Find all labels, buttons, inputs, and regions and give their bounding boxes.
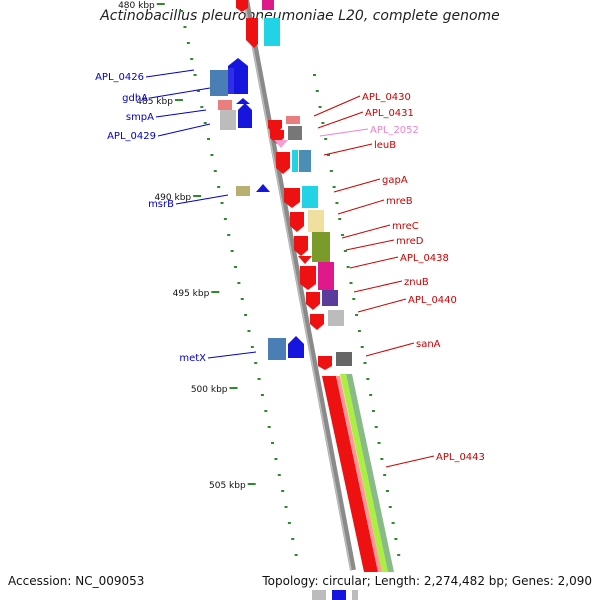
genome-backbone [243,0,356,571]
scale-label: 505 kbp [209,481,246,491]
forward-strand-genes [268,116,394,572]
leader-line [149,87,211,99]
gene-labels: APL_0426 gdhA smpA APL_0429 msrB metX APL_0430… [95,72,485,463]
gene-label-apl_2052: APL_2052 [370,125,419,136]
reverse-strand-genes [210,58,304,360]
gene-label-smpa: smpA [126,112,154,123]
leader-line [341,224,391,239]
gene-label-mrec: mreC [392,221,419,232]
leader-line [207,351,257,359]
scale-label: 485 kbp [136,97,173,107]
leader-line [365,342,415,357]
map-title: Actinobacillus pleuropneumoniae L20, com… [100,8,500,24]
tick-layer [180,10,401,556]
leader-line [175,194,229,205]
bottom-partial-features [312,590,358,600]
gene-label-apl_0443: APL_0443 [436,452,485,463]
leader-line [385,455,435,468]
gene-label-apl_0430: APL_0430 [362,92,411,103]
leader-line [317,111,364,129]
gene-label-apl_0438: APL_0438 [400,253,449,264]
scale-label: 495 kbp [173,289,210,299]
gene-label-apl_0440: APL_0440 [408,295,457,306]
leader-line [345,239,395,251]
gene-label-msrb: msrB [148,199,174,210]
leader-line [353,280,403,293]
gene-label-apl_0429: APL_0429 [107,131,156,142]
gene-label-apl_0431: APL_0431 [365,108,414,119]
gene-label-gdha: gdhA [122,93,148,104]
leader-line [333,178,381,193]
top-partial-features [236,0,280,48]
leader-line [155,109,207,118]
accession-text: Accession: NC_009053 [8,574,145,588]
scale-label: 490 kbp [154,193,191,203]
scale-label: 480 kbp [118,1,155,11]
leader-line [319,128,369,137]
gene-label-sana: sanA [416,339,441,350]
gene-label-leub: leuB [374,140,396,151]
gene-label-mreb: mreB [386,196,413,207]
leader-line [357,298,407,313]
scale-label: 500 kbp [191,385,228,395]
leader-line [145,69,195,78]
gene-label-znub: znuB [404,277,429,288]
label-leader-lines [145,69,435,468]
gene-label-metx: metX [179,353,206,364]
gene-label-apl_0426: APL_0426 [95,72,144,83]
leader-line [313,95,361,117]
gene-label-mred: mreD [396,236,424,247]
scale-labels: 480 kbp 485 kbp 490 kbp 495 kbp 500 kbp 505 k… [118,1,256,491]
leader-line [157,123,211,137]
leader-line [337,199,385,215]
genome-summary-text: Topology: circular; Length: 2,274,482 bp… [262,574,592,588]
leader-line [323,143,373,156]
leader-line [349,256,399,269]
gene-label-gapa: gapA [382,175,408,186]
